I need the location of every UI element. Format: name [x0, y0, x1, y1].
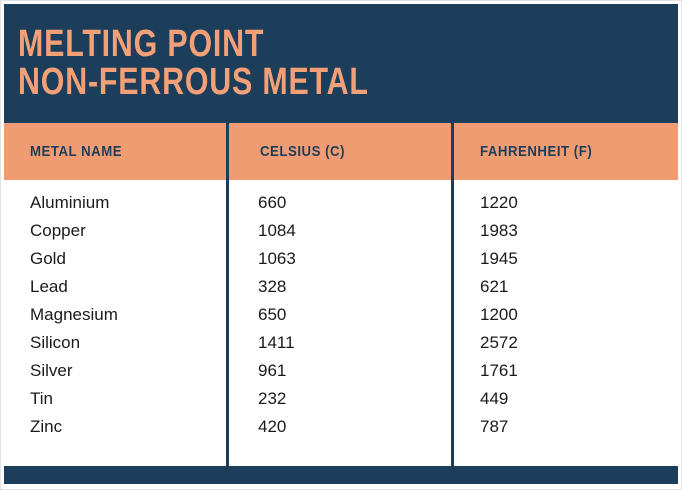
cell-fahrenheit: 1983: [480, 221, 518, 240]
column-header-label: METAL NAME: [30, 143, 123, 160]
cell-metal-name: Tin: [30, 389, 53, 408]
column-header-celsius: CELSIUS (C): [229, 123, 451, 180]
infographic-card: MELTING POINT NON-FERROUS METAL METAL NA…: [4, 4, 678, 484]
cell-metal-name: Silicon: [30, 333, 81, 352]
footer-bar: [4, 466, 678, 484]
cell-fahrenheit: 1761: [480, 361, 518, 380]
cell-metal-name: Copper: [30, 221, 86, 240]
cell-metal-name: Aluminium: [30, 193, 110, 212]
cell-fahrenheit: 2572: [480, 333, 518, 352]
cell-celsius: 1084: [258, 221, 296, 240]
title-line-2: NON-FERROUS METAL: [18, 61, 369, 103]
cell-fahrenheit: 449: [480, 389, 509, 408]
cell-celsius: 1063: [258, 249, 296, 268]
title-line-1: MELTING POINT: [18, 23, 265, 65]
cell-metal-name: Zinc: [30, 417, 63, 436]
cell-celsius: 1411: [258, 333, 295, 352]
cell-celsius: 660: [258, 193, 287, 212]
column-header-label: FAHRENHEIT (F): [480, 143, 593, 160]
fahrenheit-cells: 1220 1983 1945 621 1200 2572 1761 449 78…: [454, 180, 678, 441]
cell-celsius: 420: [258, 417, 287, 436]
column-fahrenheit: FAHRENHEIT (F) 1220 1983 1945 621 1200 2…: [451, 123, 678, 466]
cell-metal-name: Magnesium: [30, 305, 118, 324]
cell-fahrenheit: 1200: [480, 305, 518, 324]
cell-fahrenheit: 621: [480, 277, 509, 296]
column-header-metal-name: METAL NAME: [4, 123, 226, 180]
metal-name-cells: Aluminium Copper Gold Lead Magnesium Sil…: [4, 180, 226, 441]
cell-celsius: 232: [258, 389, 287, 408]
column-metal-name: METAL NAME Aluminium Copper Gold Lead Ma…: [4, 123, 226, 466]
celsius-cells: 660 1084 1063 328 650 1411 961 232 420: [229, 180, 451, 441]
cell-metal-name: Lead: [30, 277, 68, 296]
column-header-label: CELSIUS (C): [260, 143, 346, 160]
column-celsius: CELSIUS (C) 660 1084 1063 328 650 1411 9…: [226, 123, 451, 466]
cell-fahrenheit: 787: [480, 417, 509, 436]
column-header-fahrenheit: FAHRENHEIT (F): [454, 123, 678, 180]
cell-metal-name: Silver: [30, 361, 73, 380]
cell-fahrenheit: 1945: [480, 249, 518, 268]
cell-celsius: 961: [258, 361, 287, 380]
cell-celsius: 650: [258, 305, 287, 324]
cell-metal-name: Gold: [30, 249, 66, 268]
cell-fahrenheit: 1220: [480, 193, 518, 212]
title-banner: MELTING POINT NON-FERROUS METAL: [4, 4, 678, 123]
cell-celsius: 328: [258, 277, 287, 296]
melting-point-table: METAL NAME Aluminium Copper Gold Lead Ma…: [4, 123, 678, 466]
